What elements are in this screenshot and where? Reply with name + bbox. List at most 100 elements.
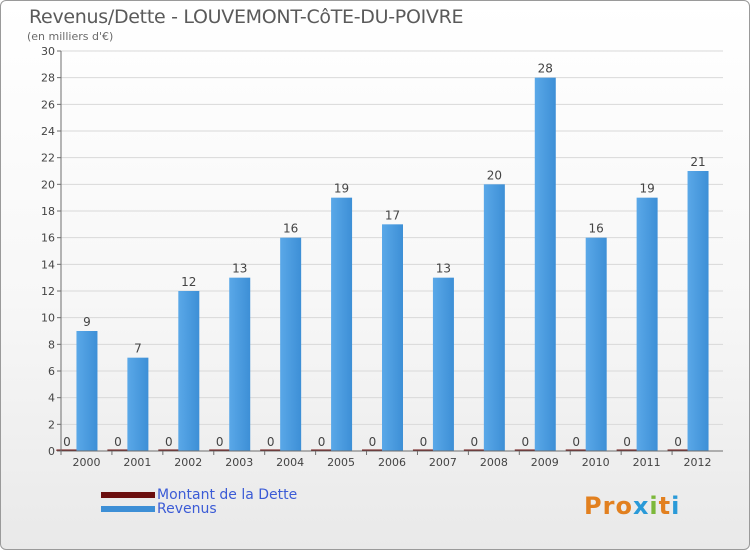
x-tick-label: 2004 xyxy=(276,456,304,469)
bar-revenus xyxy=(127,357,149,451)
logo-letter: P xyxy=(584,492,603,520)
bar-revenus xyxy=(382,224,403,451)
legend-label-dette: Montant de la Dette xyxy=(157,487,298,503)
x-tick-label: 2005 xyxy=(327,456,355,469)
legend-swatch-revenus xyxy=(101,506,155,512)
y-tick-label: 20 xyxy=(41,178,55,191)
bar-dette xyxy=(463,449,485,451)
x-tick-label: 2008 xyxy=(480,456,508,469)
y-tick-label: 26 xyxy=(41,98,55,111)
y-tick-label: 16 xyxy=(41,232,55,245)
grid-lines xyxy=(61,50,723,425)
data-label-revenus: 20 xyxy=(487,168,502,182)
chart-subtitle: (en milliers d'€) xyxy=(27,30,114,43)
y-tick-label: 2 xyxy=(48,418,55,431)
y-tick-label: 8 xyxy=(48,338,55,351)
bar-dette xyxy=(667,449,689,451)
logo-letter: r xyxy=(602,492,616,520)
logo-letter: i xyxy=(649,492,659,520)
bar-revenus xyxy=(534,77,556,452)
x-tick-label: 2009 xyxy=(531,456,559,469)
labels: 0246810121416182022242628300920000720010… xyxy=(41,45,712,469)
data-label-dette: 0 xyxy=(471,435,479,449)
y-tick-label: 6 xyxy=(48,365,55,378)
bar-revenus xyxy=(585,237,607,451)
proxiti-logo: Proxiti xyxy=(584,492,680,520)
bar-revenus xyxy=(636,197,658,451)
data-label-dette: 0 xyxy=(623,435,631,449)
data-label-revenus: 21 xyxy=(690,155,705,169)
x-tick-label: 2003 xyxy=(225,456,253,469)
x-tick-label: 2000 xyxy=(72,456,100,469)
data-label-revenus: 7 xyxy=(134,342,142,356)
logo-letter: o xyxy=(615,492,633,520)
data-label-dette: 0 xyxy=(165,435,173,449)
legend-item-dette: Montant de la Dette xyxy=(101,487,297,503)
y-tick-label: 0 xyxy=(48,445,55,458)
data-label-revenus: 13 xyxy=(232,262,247,276)
bar-dette xyxy=(260,449,282,451)
bar-dette xyxy=(412,449,434,451)
legend-item-revenus: Revenus xyxy=(101,501,217,517)
bar-dette xyxy=(514,449,536,451)
x-tick-label: 2011 xyxy=(633,456,661,469)
data-label-dette: 0 xyxy=(63,435,71,449)
bars xyxy=(56,77,709,452)
bar-revenus xyxy=(280,237,302,451)
y-tick-label: 10 xyxy=(41,312,55,325)
logo-letter: t xyxy=(658,492,672,520)
legend-label-revenus: Revenus xyxy=(157,501,217,517)
data-label-dette: 0 xyxy=(674,435,682,449)
logo-letter: i xyxy=(671,492,681,520)
bar-revenus xyxy=(483,184,505,452)
chart-title: Revenus/Dette - LOUVEMONT-CôTE-DU-POIVRE xyxy=(29,6,464,28)
data-label-revenus: 9 xyxy=(83,315,91,329)
x-tick-label: 2012 xyxy=(684,456,712,469)
data-label-dette: 0 xyxy=(521,435,529,449)
data-label-revenus: 16 xyxy=(283,222,298,236)
bar-revenus xyxy=(331,197,353,451)
bar-revenus xyxy=(432,277,454,451)
y-tick-label: 22 xyxy=(41,152,55,165)
bar-revenus xyxy=(229,277,251,451)
bar-revenus xyxy=(76,331,98,451)
bar-dette xyxy=(565,449,587,451)
data-label-revenus: 12 xyxy=(181,275,196,289)
legend-swatch-dette xyxy=(101,492,155,498)
bar-dette xyxy=(158,449,180,451)
bar-dette xyxy=(56,449,78,451)
data-label-dette: 0 xyxy=(318,435,326,449)
x-tick-label: 2006 xyxy=(378,456,406,469)
y-tick-label: 24 xyxy=(41,125,55,138)
y-tick-label: 28 xyxy=(41,72,55,85)
axes xyxy=(57,50,723,455)
data-label-revenus: 16 xyxy=(589,222,604,236)
data-label-dette: 0 xyxy=(572,435,580,449)
bar-revenus xyxy=(178,291,200,451)
x-tick-label: 2007 xyxy=(429,456,457,469)
y-tick-label: 4 xyxy=(48,392,55,405)
bar-dette xyxy=(362,449,383,451)
data-label-dette: 0 xyxy=(369,435,377,449)
bar-revenus xyxy=(687,171,709,451)
data-label-dette: 0 xyxy=(216,435,224,449)
logo-letter: x xyxy=(632,492,650,520)
data-label-dette: 0 xyxy=(267,435,275,449)
data-label-revenus: 19 xyxy=(639,182,654,196)
bar-dette xyxy=(311,449,333,451)
data-label-revenus: 28 xyxy=(538,62,553,76)
y-tick-label: 18 xyxy=(41,205,55,218)
bar-dette xyxy=(107,449,129,451)
x-tick-label: 2010 xyxy=(582,456,610,469)
x-tick-label: 2001 xyxy=(123,456,151,469)
bar-dette xyxy=(209,449,231,451)
data-label-revenus: 13 xyxy=(436,262,451,276)
data-label-dette: 0 xyxy=(114,435,122,449)
y-tick-label: 30 xyxy=(41,45,55,58)
data-label-dette: 0 xyxy=(420,435,428,449)
data-label-revenus: 17 xyxy=(385,208,400,222)
y-tick-label: 14 xyxy=(41,258,55,271)
bar-dette xyxy=(616,449,638,451)
